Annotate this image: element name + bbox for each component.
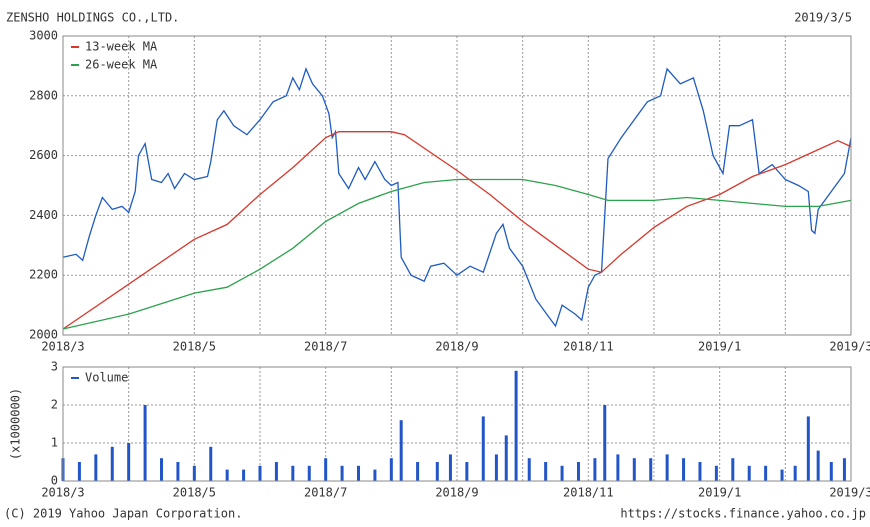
line [62, 178, 852, 330]
bar [143, 405, 147, 481]
x-tick-label: 2018/9 [435, 486, 478, 500]
x-tick-label: 2018/11 [563, 486, 614, 500]
bar [616, 454, 620, 481]
y-tick-label: 2400 [29, 208, 58, 222]
bar [714, 465, 718, 481]
bar [514, 370, 518, 481]
y-tick-label: 0 [51, 474, 58, 488]
x-tick-label: 2018/5 [173, 340, 216, 354]
bar [731, 458, 735, 481]
bar [829, 462, 833, 481]
bar [560, 465, 564, 481]
bar [399, 420, 403, 481]
bar [527, 458, 531, 481]
bar [416, 462, 420, 481]
bar [324, 458, 328, 481]
x-tick-label: 2019/1 [698, 486, 741, 500]
x-tick-label: 2018/9 [435, 340, 478, 354]
y-tick-label: 3 [51, 360, 58, 374]
bar [544, 462, 548, 481]
bar [816, 450, 820, 481]
line [62, 67, 852, 328]
bar [389, 458, 393, 481]
bar [242, 469, 246, 481]
bar [110, 446, 114, 481]
legend-label: 13-week MA [85, 40, 158, 54]
bar [603, 405, 607, 481]
bar [698, 462, 702, 481]
y-tick-label: 2600 [29, 148, 58, 162]
x-tick-label: 2018/11 [563, 340, 614, 354]
bar [665, 454, 669, 481]
bar [291, 465, 295, 481]
x-tick-label: 2019/3 [829, 340, 870, 354]
bar [747, 465, 751, 481]
bar [209, 446, 213, 481]
bar [176, 462, 180, 481]
x-tick-label: 2018/3 [41, 486, 84, 500]
copyright: (C) 2019 Yahoo Japan Corporation. [4, 507, 242, 521]
bar [504, 435, 508, 481]
y-tick-label: 2800 [29, 88, 58, 102]
bar [77, 462, 81, 481]
bar [340, 465, 344, 481]
bar [682, 458, 686, 481]
chart-title: ZENSHO HOLDINGS CO.,LTD. [6, 11, 179, 25]
bar [465, 462, 469, 481]
bar [94, 454, 98, 481]
x-tick-label: 2019/3 [829, 486, 870, 500]
x-tick-label: 2018/7 [304, 486, 347, 500]
legend-label: Volume [85, 371, 128, 385]
bar [435, 462, 439, 481]
x-tick-label: 2018/5 [173, 486, 216, 500]
y-axis-label: (x1000000) [9, 388, 23, 460]
bar [764, 465, 768, 481]
series-group [62, 67, 852, 330]
x-tick-label: 2018/7 [304, 340, 347, 354]
y-tick-label: 2 [51, 398, 58, 412]
bar [806, 416, 810, 481]
plot-frame [62, 366, 852, 482]
bar [842, 458, 846, 481]
bar [225, 469, 229, 481]
bar [127, 443, 131, 481]
bar [793, 465, 797, 481]
bar [494, 454, 498, 481]
y-tick-label: 1 [51, 436, 58, 450]
y-tick-label: 3000 [29, 29, 58, 43]
y-tick-label: 2200 [29, 268, 58, 282]
bar [632, 458, 636, 481]
bar [649, 458, 653, 481]
bar [274, 462, 278, 481]
bar [481, 416, 485, 481]
bar [373, 469, 377, 481]
bar [160, 458, 163, 481]
bar [307, 465, 311, 481]
bar [593, 458, 597, 481]
y-tick-label: 2000 [29, 328, 58, 342]
bar [780, 469, 784, 481]
bar [258, 465, 262, 481]
legend-label: 26-week MA [85, 58, 158, 72]
bar [576, 462, 580, 481]
bar [357, 465, 360, 481]
series-group [61, 370, 846, 481]
x-tick-label: 2019/1 [698, 340, 741, 354]
bar [448, 454, 452, 481]
x-tick-label: 2018/3 [41, 340, 84, 354]
bar [192, 465, 196, 481]
chart-date: 2019/3/5 [794, 11, 852, 25]
line [62, 131, 852, 330]
source-url: https://stocks.finance.yahoo.co.jp [620, 507, 866, 521]
plot-frame [62, 35, 852, 336]
